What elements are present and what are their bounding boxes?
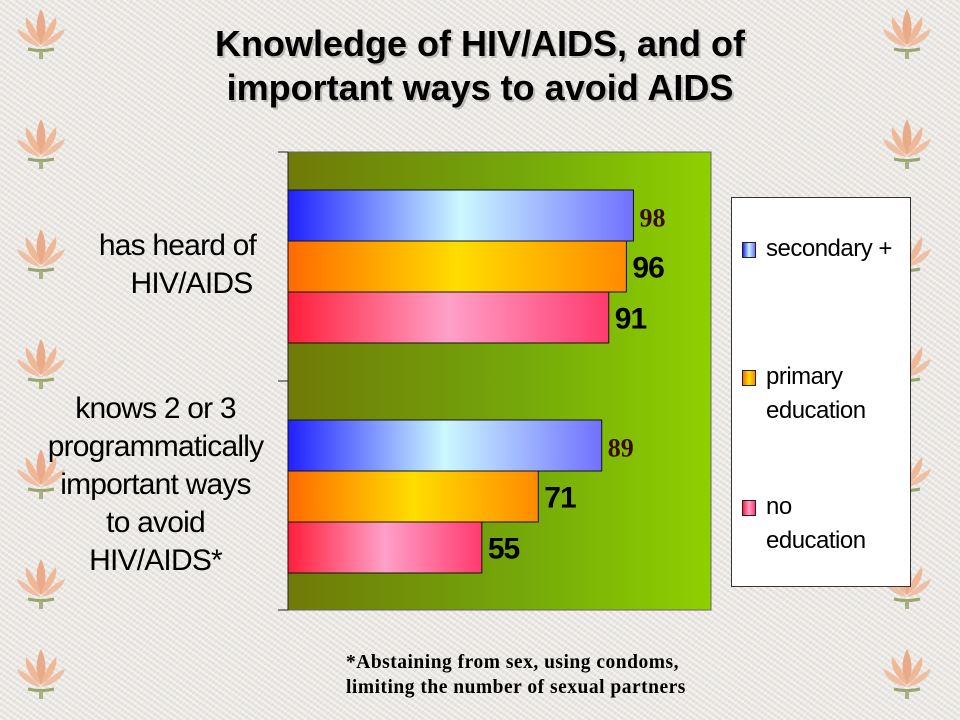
lotus-icon	[14, 645, 68, 705]
legend-swatch-none	[742, 500, 756, 516]
category-label-line: HIV/AIDS*	[89, 544, 223, 577]
footnote-line-2: limiting the number of sexual partners	[346, 677, 686, 698]
lotus-icon	[14, 445, 68, 505]
data-label: 55	[488, 533, 520, 566]
lotus-icon	[14, 555, 68, 615]
footnote-line-1: *Abstaining from sex, using condoms,	[346, 652, 679, 673]
bar-knows-series-2	[287, 521, 483, 574]
bars	[287, 189, 634, 574]
lotus-icon	[14, 115, 68, 175]
title-line-2: important ways to avoid AIDS	[226, 67, 734, 108]
legend: secondary + primary education no educati…	[731, 197, 911, 587]
legend-label-primary: primary education	[766, 363, 866, 424]
bar-knows-series-1	[287, 470, 539, 523]
category-label-line: HIV/AIDS	[130, 267, 254, 300]
lotus-icon	[14, 335, 68, 395]
footnote: *Abstaining from sex, using condoms, lim…	[346, 650, 686, 700]
lotus-icon	[14, 225, 68, 285]
bar-heard-series-1	[287, 240, 627, 293]
category-label-heard: has heard of HIV/AIDS	[60, 227, 295, 303]
data-label: 71	[544, 482, 576, 515]
category-label-line: important ways	[60, 468, 251, 501]
data-label: 96	[632, 252, 664, 285]
title-line-1: Knowledge of HIV/AIDS, and of	[215, 23, 745, 64]
data-labels: 98 96 91 89 71 55	[488, 204, 666, 566]
bar-heard-series-0	[287, 189, 634, 242]
legend-swatch-secondary	[742, 242, 756, 258]
lotus-icon	[880, 645, 934, 705]
bar-knows-series-0	[287, 419, 603, 472]
category-label-line: to avoid	[106, 506, 205, 539]
legend-swatch-primary	[742, 370, 756, 386]
lotus-icon	[880, 5, 934, 65]
category-label-line: programmatically	[47, 430, 264, 463]
data-label: 89	[608, 434, 634, 463]
data-label: 91	[615, 303, 647, 336]
data-label: 98	[639, 204, 665, 233]
legend-label-secondary: secondary +	[766, 235, 892, 262]
legend-label-none: no education	[766, 493, 866, 554]
lotus-icon	[14, 5, 68, 65]
chart-title: Knowledge of HIV/AIDS, and of important …	[90, 22, 870, 110]
bar-heard-series-2	[287, 291, 610, 344]
lotus-icon	[880, 115, 934, 175]
category-label-line: has heard of	[98, 229, 257, 262]
category-label-knows: knows 2 or 3 programmatically important wa…	[28, 390, 283, 580]
category-label-line: knows 2 or 3	[75, 392, 236, 425]
